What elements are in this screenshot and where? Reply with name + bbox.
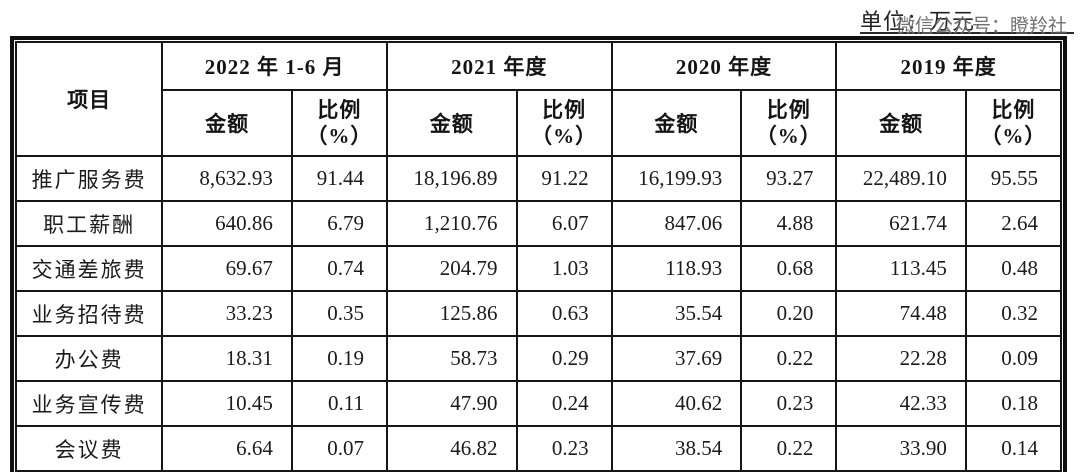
amount-cell: 16,199.93	[610, 155, 743, 202]
ratio-cell: 4.88	[740, 200, 838, 247]
ratio-cell: 0.48	[964, 245, 1063, 292]
header-row-measures: 金额 比例 （%） 金额 比例 （%） 金额 比例 （%） 金额 比例 （%）	[16, 89, 1063, 157]
header-ratio-2022: 比例 （%）	[290, 89, 388, 157]
ratio-label: 比例	[317, 98, 362, 122]
ratio-cell: 0.24	[515, 380, 613, 427]
unit-note: 单位：万元 微信公众号：瞪羚社	[860, 3, 1074, 37]
ratio-cell: 91.22	[515, 155, 613, 202]
amount-cell: 204.79	[385, 245, 518, 292]
table-row: 交通差旅费 69.67 0.74 204.79 1.03 118.93 0.68…	[14, 245, 1063, 292]
amount-cell: 37.69	[610, 335, 743, 382]
amount-cell: 6.64	[161, 425, 293, 472]
header-period-2020: 2020 年度	[610, 41, 838, 91]
ratio-cell: 0.11	[290, 380, 388, 427]
ratio-label: 比例	[766, 98, 811, 122]
header-period-2022: 2022 年 1-6 月	[161, 41, 388, 91]
header-row-periods: 项目 2022 年 1-6 月 2021 年度 2020 年度 2019 年度	[14, 41, 1062, 157]
amount-cell: 18.31	[161, 335, 293, 382]
ratio-cell: 0.18	[964, 380, 1063, 427]
ratio-unit: （%）	[755, 124, 822, 148]
table-row: 会议费 6.64 0.07 46.82 0.23 38.54 0.22 33.9…	[14, 425, 1063, 472]
amount-cell: 8,632.93	[161, 155, 293, 202]
ratio-unit: （%）	[980, 124, 1047, 148]
ratio-cell: 93.27	[740, 155, 838, 202]
ratio-label: 比例	[991, 98, 1036, 122]
amount-cell: 18,196.89	[385, 155, 518, 202]
ratio-label: 比例	[542, 98, 587, 122]
watermark-text: 微信公众号：瞪羚社	[896, 16, 1068, 37]
amount-cell: 22,489.10	[835, 155, 967, 202]
amount-cell: 74.48	[835, 290, 967, 337]
table-row: 推广服务费 8,632.93 91.44 18,196.89 91.22 16,…	[14, 155, 1063, 202]
amount-cell: 22.28	[835, 335, 967, 382]
unit-label: 单位：万元	[860, 9, 976, 34]
table-row: 办公费 18.31 0.19 58.73 0.29 37.69 0.22 22.…	[14, 335, 1063, 382]
amount-cell: 10.45	[161, 380, 293, 427]
amount-cell: 46.82	[385, 425, 518, 472]
ratio-unit: （%）	[306, 124, 373, 148]
ratio-cell: 95.55	[964, 155, 1063, 202]
amount-cell: 125.86	[385, 290, 518, 337]
amount-cell: 640.86	[161, 200, 293, 247]
ratio-cell: 0.29	[515, 335, 613, 382]
row-item-label: 业务招待费	[14, 290, 164, 337]
header-amount-2021: 金额	[385, 89, 518, 157]
ratio-cell: 2.64	[964, 200, 1063, 247]
expense-table-container: 项目 2022 年 1-6 月 2021 年度 2020 年度 2019 年度 …	[10, 36, 1067, 472]
ratio-cell: 0.09	[964, 335, 1063, 382]
ratio-cell: 0.19	[290, 335, 388, 382]
ratio-cell: 0.35	[290, 290, 388, 337]
ratio-cell: 0.20	[740, 290, 838, 337]
header-amount-2020: 金额	[610, 89, 743, 157]
ratio-cell: 0.14	[964, 425, 1063, 472]
amount-cell: 847.06	[610, 200, 743, 247]
row-item-label: 业务宣传费	[14, 380, 164, 427]
amount-cell: 33.90	[835, 425, 967, 472]
amount-cell: 33.23	[161, 290, 293, 337]
row-item-label: 职工薪酬	[14, 200, 164, 247]
amount-cell: 113.45	[835, 245, 967, 292]
header-period-2019: 2019 年度	[835, 41, 1062, 91]
header-amount-2022: 金额	[161, 89, 293, 157]
row-item-label: 推广服务费	[14, 155, 164, 202]
header-ratio-2020: 比例 （%）	[740, 89, 838, 157]
ratio-cell: 0.63	[515, 290, 613, 337]
ratio-cell: 6.07	[515, 200, 613, 247]
ratio-cell: 0.22	[740, 425, 838, 472]
ratio-cell: 1.03	[515, 245, 613, 292]
row-item-label: 办公费	[14, 335, 164, 382]
row-item-label: 会议费	[14, 425, 164, 472]
table-row: 业务宣传费 10.45 0.11 47.90 0.24 40.62 0.23 4…	[14, 380, 1063, 427]
amount-cell: 38.54	[610, 425, 743, 472]
header-amount-2019: 金额	[835, 89, 967, 157]
row-item-label: 交通差旅费	[14, 245, 164, 292]
amount-cell: 35.54	[610, 290, 743, 337]
amount-cell: 47.90	[385, 380, 518, 427]
ratio-cell: 0.22	[740, 335, 838, 382]
ratio-cell: 0.68	[740, 245, 838, 292]
ratio-cell: 6.79	[290, 200, 388, 247]
amount-cell: 621.74	[835, 200, 967, 247]
amount-cell: 69.67	[161, 245, 293, 292]
amount-cell: 1,210.76	[385, 200, 518, 247]
ratio-cell: 0.23	[515, 425, 613, 472]
amount-cell: 118.93	[610, 245, 743, 292]
ratio-cell: 0.23	[740, 380, 838, 427]
ratio-cell: 0.32	[964, 290, 1063, 337]
header-ratio-2019: 比例 （%）	[964, 89, 1063, 157]
ratio-cell: 0.74	[290, 245, 388, 292]
expense-table: 项目 2022 年 1-6 月 2021 年度 2020 年度 2019 年度 …	[14, 41, 1063, 472]
ratio-cell: 0.07	[290, 425, 388, 472]
ratio-cell: 91.44	[290, 155, 388, 202]
amount-cell: 42.33	[835, 380, 967, 427]
header-ratio-2021: 比例 （%）	[515, 89, 613, 157]
amount-cell: 40.62	[610, 380, 743, 427]
header-item: 项目	[14, 41, 164, 157]
ratio-unit: （%）	[531, 124, 598, 148]
table-row: 业务招待费 33.23 0.35 125.86 0.63 35.54 0.20 …	[14, 290, 1063, 337]
header-period-2021: 2021 年度	[385, 41, 613, 91]
amount-cell: 58.73	[385, 335, 518, 382]
table-row: 职工薪酬 640.86 6.79 1,210.76 6.07 847.06 4.…	[14, 200, 1063, 247]
